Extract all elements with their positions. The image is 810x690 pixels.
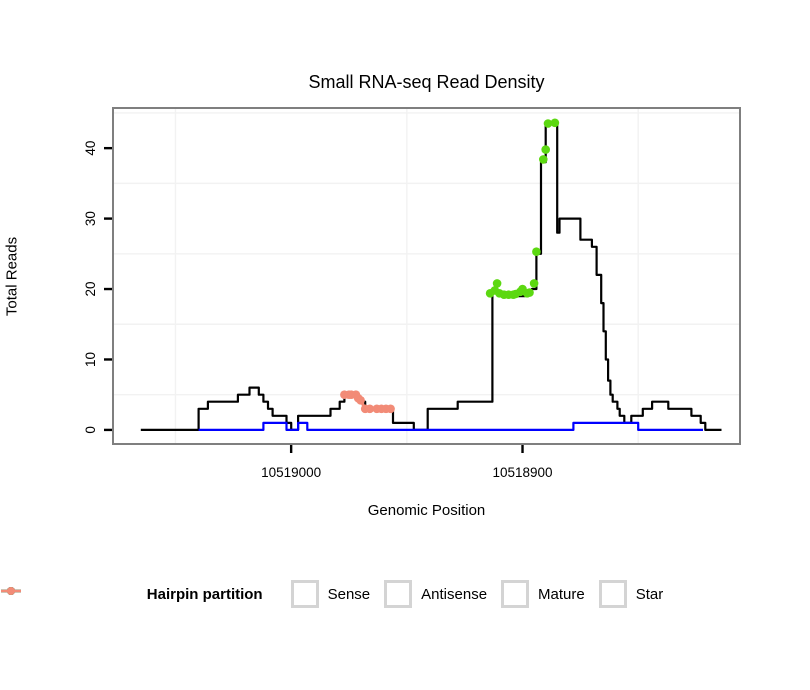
mature-point bbox=[532, 247, 541, 256]
legend-key-antisense bbox=[1, 580, 413, 608]
star-point bbox=[365, 404, 375, 414]
y-tick-label: 10 bbox=[83, 352, 98, 367]
mature-point bbox=[529, 279, 539, 288]
x-tick-label: 10519000 bbox=[261, 465, 321, 480]
y-tick-label: 30 bbox=[83, 211, 98, 226]
legend-item-star: Star bbox=[1, 580, 664, 608]
legend-key-mature bbox=[1, 580, 530, 608]
y-tick-label: 0 bbox=[83, 426, 98, 434]
panel-background bbox=[113, 108, 740, 444]
legend-key-sense bbox=[1, 580, 319, 608]
legend: Hairpin partition Sense Antisense Mature St… bbox=[0, 580, 810, 608]
mature-point bbox=[492, 279, 502, 288]
y-tick-label: 40 bbox=[83, 141, 98, 156]
chart-title: Small RNA-seq Read Density bbox=[308, 72, 545, 92]
panel-border bbox=[112, 107, 741, 445]
x-tick-label: 10518900 bbox=[492, 465, 552, 480]
mature-point bbox=[539, 155, 548, 164]
legend-title: Hairpin partition bbox=[146, 585, 263, 603]
mature-point bbox=[550, 118, 560, 128]
legend-label: Star bbox=[635, 585, 664, 603]
legend-item-antisense: Antisense bbox=[1, 580, 488, 608]
x-axis-title: Genomic Position bbox=[367, 502, 486, 519]
star-key-glyph-icon bbox=[1, 587, 21, 595]
legend-key-star bbox=[1, 580, 627, 608]
star-point bbox=[386, 404, 395, 414]
legend-item-mature: Mature bbox=[1, 580, 585, 608]
legend-item-sense: Sense bbox=[1, 580, 371, 608]
mature-point bbox=[541, 145, 550, 154]
y-tick-label: 20 bbox=[83, 282, 98, 297]
mature-point bbox=[543, 119, 553, 128]
star-point bbox=[356, 396, 365, 405]
legend-items: Sense Antisense Mature Star bbox=[1, 580, 664, 608]
antisense-line bbox=[198, 421, 703, 431]
legend-label: Mature bbox=[538, 585, 585, 603]
legend-label: Sense bbox=[327, 585, 371, 603]
legend-label: Antisense bbox=[421, 585, 488, 603]
plot-area: 10519000 10518900 0 10 20 30 40 bbox=[83, 107, 741, 480]
sense-line bbox=[140, 122, 722, 431]
mature-point bbox=[525, 288, 534, 297]
